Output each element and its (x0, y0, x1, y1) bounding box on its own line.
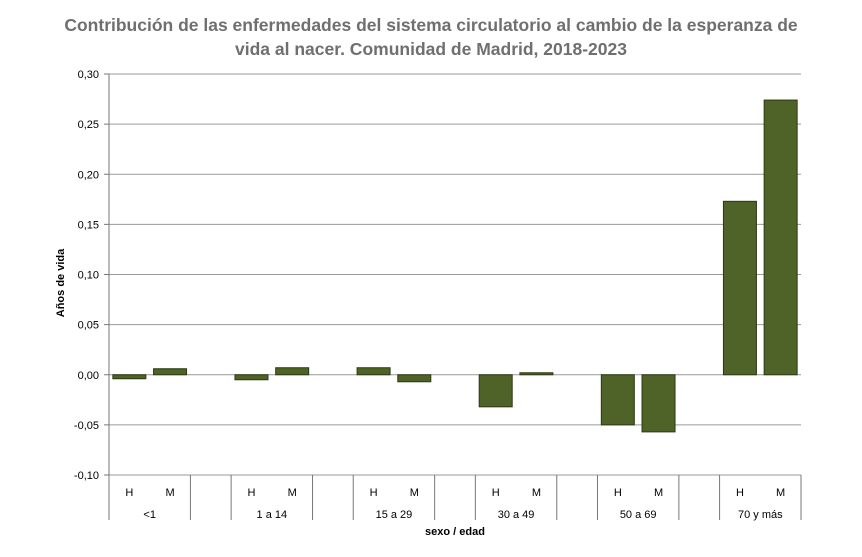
age-group-label: 50 a 69 (620, 509, 657, 521)
age-group-label: 15 a 29 (376, 509, 413, 521)
bar (397, 374, 432, 383)
bar (722, 200, 757, 376)
y-tick-labels: 0,30 0,25 0,20 0,15 0,10 0,05 0,00 -0,05 -0,10 (74, 69, 99, 482)
bar (356, 367, 391, 376)
bars (112, 99, 798, 433)
axes (108, 74, 802, 520)
sex-label: M (288, 487, 297, 499)
sex-label: M (532, 487, 541, 499)
y-tick-label: 0,05 (78, 320, 99, 332)
gridlines (104, 73, 801, 476)
sex-label: M (654, 487, 663, 499)
y-tick-label: 0,00 (78, 370, 99, 382)
y-tick-label: 0,10 (78, 270, 99, 282)
bar (519, 372, 554, 376)
y-tick-label: 0,25 (78, 119, 99, 131)
y-tick-label: -0,05 (74, 420, 99, 432)
sex-label: H (492, 487, 500, 499)
bar (641, 374, 676, 433)
sex-label: H (247, 487, 255, 499)
sex-label: M (165, 487, 174, 499)
y-axis-title: Años de vida (55, 248, 67, 317)
bar (234, 374, 269, 381)
sex-label: H (614, 487, 622, 499)
sex-label: M (776, 487, 785, 499)
bar (275, 367, 310, 376)
chart-title-line-1: Contribución de las enfermedades del sis… (64, 15, 798, 35)
y-tick-label: 0,15 (78, 219, 99, 231)
age-group-label: 30 a 49 (498, 509, 535, 521)
y-tick-label: 0,20 (78, 169, 99, 181)
bar (112, 374, 147, 380)
bar (153, 368, 188, 376)
x-axis-labels: H M H M H M H M H M H M <1 1 a 14 15 a 29 30 a 49 50 a 6… (125, 487, 785, 521)
bar (600, 374, 635, 426)
y-tick-label: 0,30 (78, 69, 99, 81)
chart-title-line-2: vida al nacer. Comunidad de Madrid, 2018… (235, 39, 627, 59)
age-group-label: <1 (143, 509, 156, 521)
bar (478, 374, 513, 408)
sex-label: H (736, 487, 744, 499)
sex-label: M (410, 487, 419, 499)
sex-label: H (370, 487, 378, 499)
age-group-label: 70 y más (738, 509, 783, 521)
x-axis-title: sexo / edad (425, 526, 485, 538)
age-group-label: 1 a 14 (257, 509, 288, 521)
bar (763, 99, 798, 376)
y-tick-label: -0,10 (74, 470, 99, 482)
chart-title: Contribución de las enfermedades del sis… (20, 13, 842, 61)
sex-label: H (125, 487, 133, 499)
